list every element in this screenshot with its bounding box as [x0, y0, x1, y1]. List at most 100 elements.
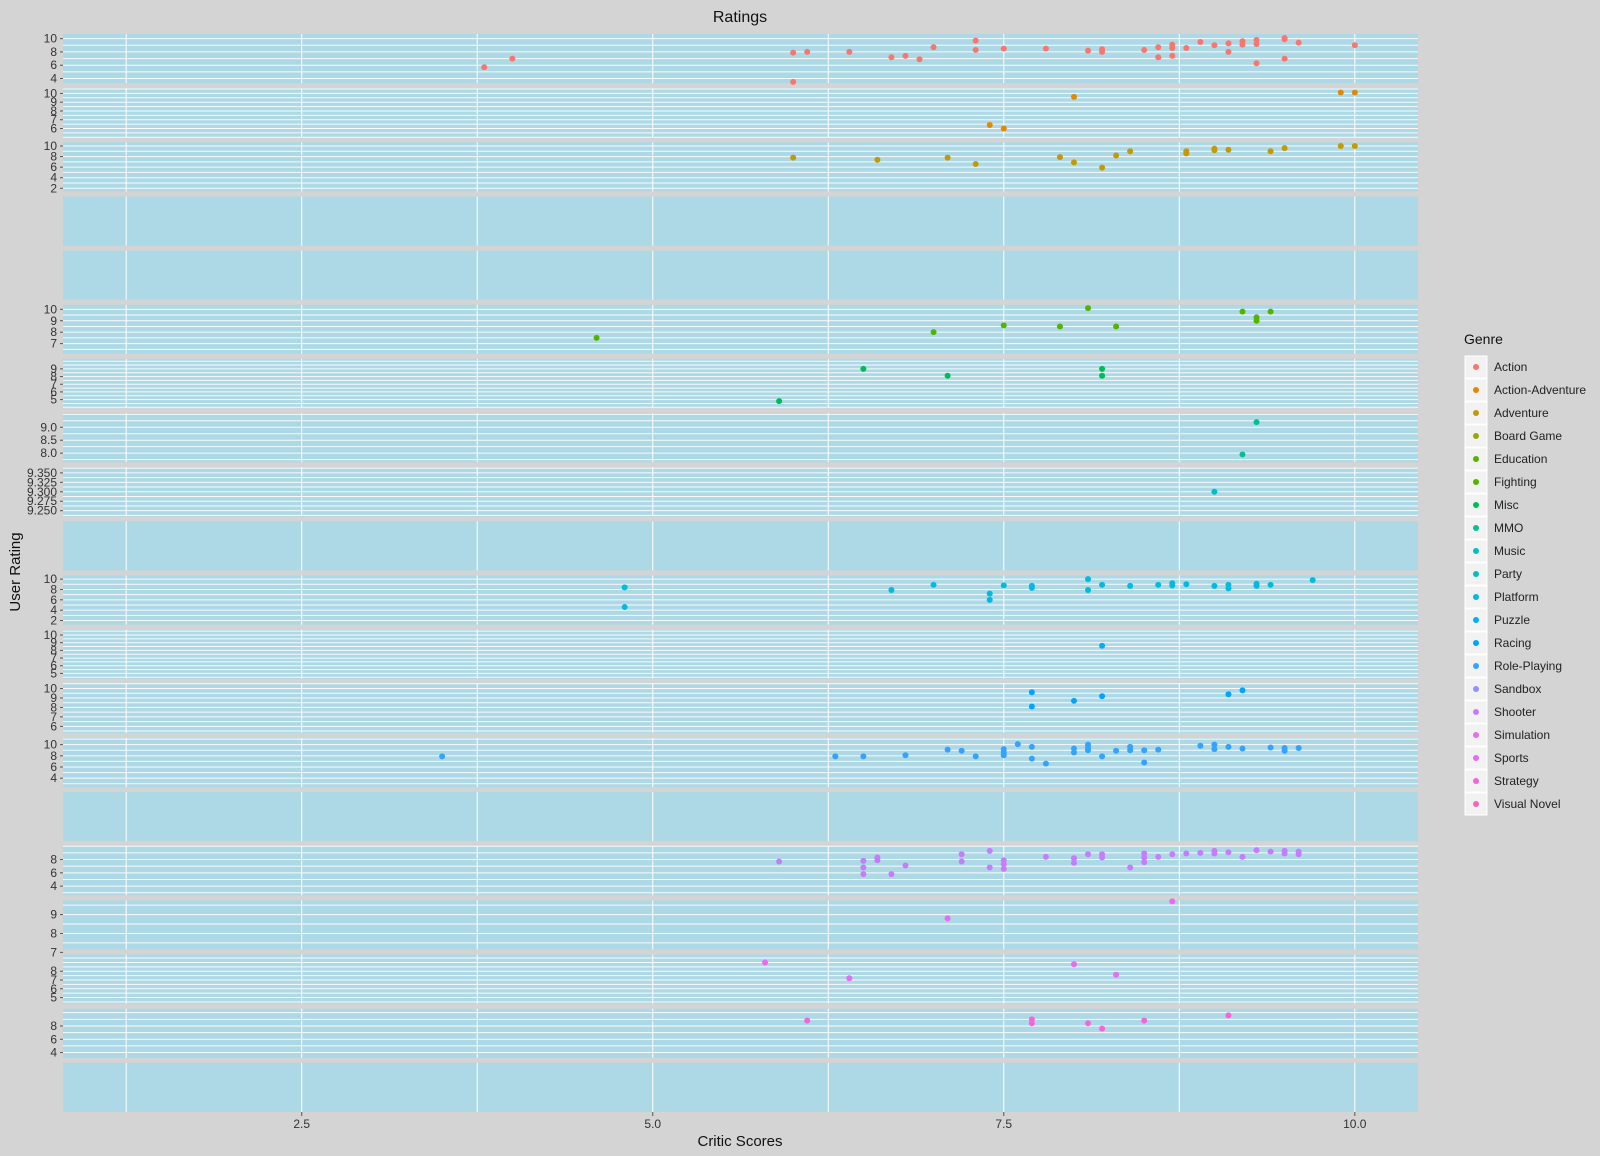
panel-background [63, 792, 1418, 842]
data-point [1295, 851, 1302, 858]
y-tick-label: 6 [50, 866, 57, 880]
facet-racing: 678910Racing [44, 682, 1441, 733]
y-tick-label: 4 [50, 603, 57, 617]
data-point [902, 752, 909, 759]
y-tick-label: 8 [50, 370, 57, 384]
y-tick-label: 8.5 [40, 433, 57, 447]
data-point [1281, 55, 1288, 62]
y-tick-label: 10 [44, 139, 58, 153]
y-tick-label: 4 [50, 72, 57, 86]
data-point [1000, 322, 1007, 329]
data-point [1211, 746, 1218, 753]
data-point [1169, 52, 1176, 59]
data-point [1141, 859, 1148, 866]
legend-label: Board Game [1494, 429, 1562, 443]
data-point [1225, 691, 1232, 698]
legend-label: Sandbox [1494, 682, 1541, 696]
data-point [846, 48, 853, 55]
data-point [1211, 850, 1218, 857]
legend-label: Role-Playing [1494, 659, 1562, 673]
data-point [1028, 584, 1035, 591]
facet-role-playing: 46810Role-Playing [44, 738, 1441, 788]
y-tick-label: 10 [44, 86, 58, 100]
legend-item-role-playing: Role-Playing [1464, 654, 1562, 678]
data-point [804, 48, 811, 55]
data-point [1000, 125, 1007, 132]
facet-strip [1418, 792, 1441, 842]
data-point [1169, 851, 1176, 858]
y-tick-label: 9.350 [27, 466, 57, 480]
legend-label: Simulation [1494, 728, 1550, 742]
facet-strip [1418, 629, 1441, 679]
facet-strip [1418, 683, 1441, 733]
data-point [1028, 755, 1035, 762]
data-point [1099, 1025, 1106, 1032]
y-tick-label: 8 [50, 45, 57, 59]
data-point [1000, 865, 1007, 872]
facet-board-game: Board Game [63, 196, 1441, 246]
facet-misc: 56789Misc [50, 358, 1441, 409]
y-tick-label: 8 [50, 582, 57, 596]
legend-swatch [1473, 548, 1479, 554]
facet-fighting: 78910Fighting [44, 302, 1441, 354]
y-tick-label: 6 [50, 982, 57, 996]
data-point [958, 858, 965, 865]
legend-item-racing: Racing [1464, 631, 1531, 655]
data-point [888, 871, 895, 878]
facet-shooter: 468Shooter [50, 845, 1441, 896]
facet-sports: 5678Sports [50, 954, 1441, 1005]
data-point [1099, 164, 1106, 171]
data-point [1127, 582, 1134, 589]
data-point [1127, 148, 1134, 155]
data-point [1056, 154, 1063, 161]
panel-background [63, 1008, 1418, 1058]
data-point [1042, 853, 1049, 860]
facet-strip [1418, 196, 1441, 246]
data-point [1085, 1020, 1092, 1027]
data-point [1225, 40, 1232, 47]
y-tick-label: 5 [50, 393, 57, 407]
data-point [874, 156, 881, 163]
data-point [1141, 759, 1148, 766]
data-point [1028, 703, 1035, 710]
legend-swatch [1473, 709, 1479, 715]
data-point [1337, 89, 1344, 96]
facet-education: Education [63, 250, 1441, 300]
y-tick-label: 6 [50, 58, 57, 72]
legend-swatch [1473, 456, 1479, 462]
legend-item-fighting: Fighting [1464, 470, 1537, 494]
panel-background [63, 683, 1418, 733]
data-point [1099, 753, 1106, 760]
x-tick-label: 5.0 [644, 1117, 661, 1131]
legend-swatch [1473, 387, 1479, 393]
data-point [944, 746, 951, 753]
data-point [1155, 581, 1162, 588]
data-point [1267, 744, 1274, 751]
legend-label: Puzzle [1494, 613, 1530, 627]
legend-item-visual-novel: Visual Novel [1464, 792, 1560, 816]
y-tick-label: 10 [44, 572, 58, 586]
data-point [1267, 148, 1274, 155]
panel-background [63, 1062, 1418, 1112]
data-point [916, 56, 923, 63]
data-point [1000, 752, 1007, 759]
data-point [930, 44, 937, 51]
legend-swatch [1473, 617, 1479, 623]
data-point [1070, 93, 1077, 100]
y-tick-label: 7 [50, 377, 57, 391]
legend: Genre Action Action-Adventure Adventure Boa… [1464, 331, 1586, 816]
data-point [1253, 847, 1260, 854]
panel-background [63, 250, 1418, 300]
data-point [1267, 308, 1274, 315]
panel-background [63, 900, 1418, 950]
data-point [930, 581, 937, 588]
data-point [1099, 372, 1106, 379]
data-point [1281, 145, 1288, 152]
data-point [1253, 419, 1260, 426]
y-tick-label: 10 [44, 738, 58, 752]
data-point [1197, 742, 1204, 749]
data-point [986, 596, 993, 603]
y-tick-label: 8 [50, 643, 57, 657]
data-point [860, 753, 867, 760]
legend-item-sports: Sports [1464, 746, 1529, 770]
